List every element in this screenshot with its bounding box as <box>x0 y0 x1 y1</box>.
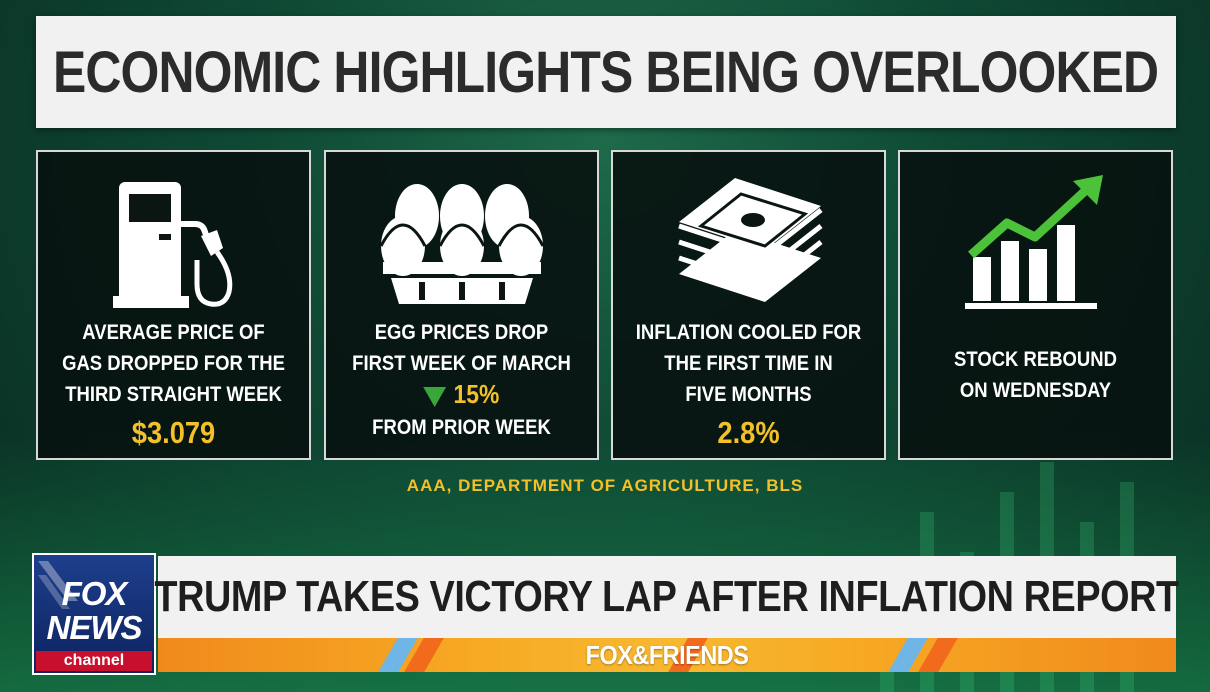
money-stack-icon <box>677 177 823 302</box>
gas-caption-line: GAS DROPPED FOR THE <box>62 352 285 375</box>
headline-text: TRUMP TAKES VICTORY LAP AFTER INFLATION … <box>154 572 1180 621</box>
eggs-carton-icon <box>379 183 544 304</box>
inflation-caption-line: THE FIRST TIME IN <box>664 352 833 375</box>
headline-banner: TRUMP TAKES VICTORY LAP AFTER INFLATION … <box>154 556 1180 638</box>
panel-gas: AVERAGE PRICE OF GAS DROPPED FOR THE THI… <box>36 150 311 460</box>
logo-fox-text: FOX <box>61 575 128 612</box>
title-banner: ECONOMIC HIGHLIGHTS BEING OVERLOOKED <box>36 16 1176 128</box>
egg-caption-line: FROM PRIOR WEEK <box>372 416 551 439</box>
inflation-value: 2.8% <box>717 415 780 450</box>
fox-news-logo: FOX NEWS channel <box>32 553 156 675</box>
down-arrow-icon <box>423 387 447 408</box>
stock-caption-line: ON WEDNESDAY <box>959 379 1112 402</box>
gas-pump-icon <box>112 181 232 308</box>
egg-caption-line: EGG PRICES DROP <box>374 321 549 344</box>
gas-caption-line: THIRD STRAIGHT WEEK <box>65 383 282 406</box>
logo-news-text: NEWS <box>46 609 143 646</box>
panel-stocks: STOCK REBOUND ON WEDNESDAY <box>898 150 1173 460</box>
page-title: ECONOMIC HIGHLIGHTS BEING OVERLOOKED <box>53 39 1159 105</box>
stock-caption-line: STOCK REBOUND <box>954 348 1117 371</box>
show-name-bar: FOX&FRIENDS <box>158 638 1176 672</box>
inflation-caption-line: INFLATION COOLED FOR <box>635 321 862 344</box>
gas-caption-line: AVERAGE PRICE OF <box>82 321 265 344</box>
show-name: FOX&FRIENDS <box>585 640 749 670</box>
inflation-caption-line: FIVE MONTHS <box>685 383 812 406</box>
egg-change-value: 15% <box>453 379 500 409</box>
stock-chart-up-icon <box>964 175 1103 309</box>
logo-stripes-icon <box>38 561 78 609</box>
source-credit: AAA, DEPARTMENT OF AGRICULTURE, BLS <box>406 476 804 495</box>
egg-caption-line: FIRST WEEK OF MARCH <box>352 352 571 375</box>
panel-eggs: EGG PRICES DROP FIRST WEEK OF MARCH 15% … <box>324 150 599 460</box>
gas-price-value: $3.079 <box>131 415 216 450</box>
panel-inflation: INFLATION COOLED FOR THE FIRST TIME IN F… <box>611 150 886 460</box>
logo-channel-text: channel <box>36 651 152 671</box>
